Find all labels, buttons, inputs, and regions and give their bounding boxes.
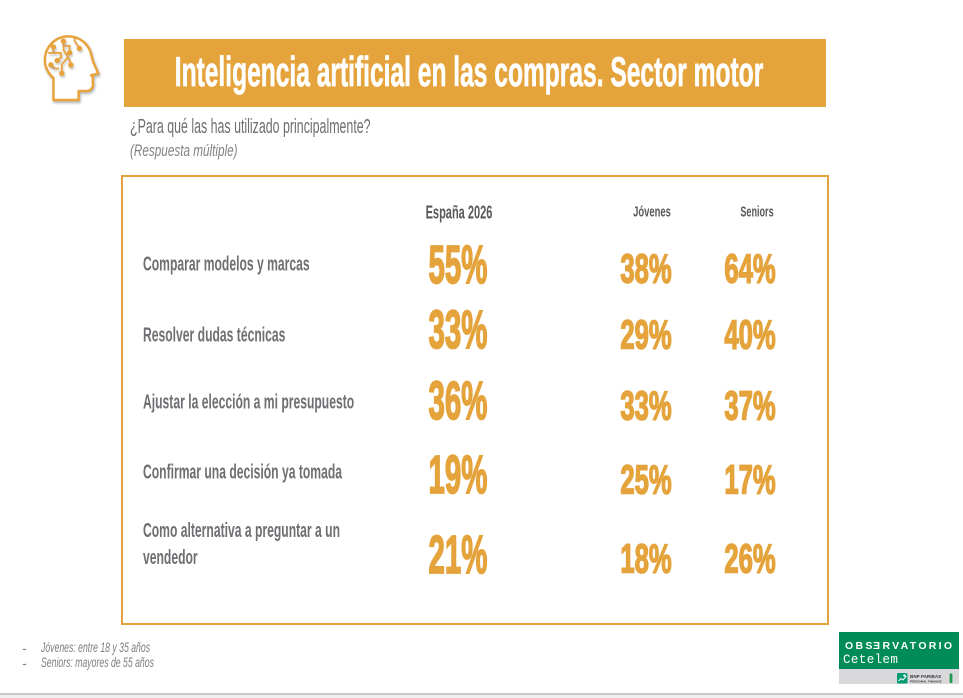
svg-text:PERSONAL FINANCE: PERSONAL FINANCE: [910, 679, 942, 683]
svg-text:BNP PARIBAS: BNP PARIBAS: [910, 674, 941, 679]
